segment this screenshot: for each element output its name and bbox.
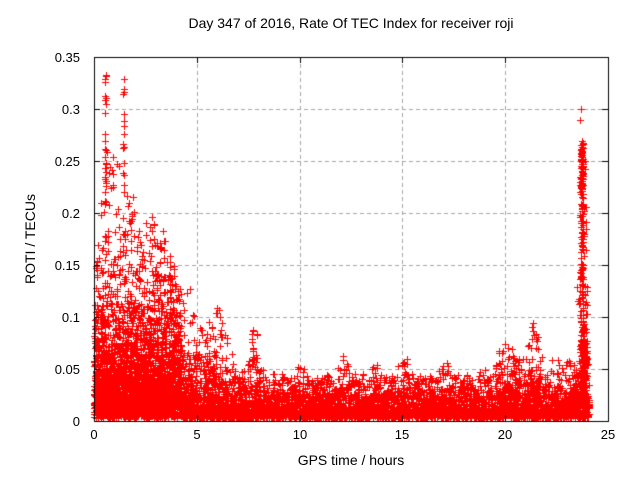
y-tick-label: 0.25 <box>54 154 80 169</box>
x-tick-label: 15 <box>394 427 410 442</box>
y-tick-label: 0.35 <box>54 50 80 65</box>
x-tick-label: 0 <box>90 427 98 442</box>
y-tick-label: 0 <box>72 414 80 429</box>
x-tick-label: 10 <box>292 427 308 442</box>
y-tick-label: 0.05 <box>54 362 80 377</box>
x-tick-label: 25 <box>600 427 616 442</box>
y-tick-label: 0.2 <box>61 206 80 221</box>
x-tick-label: 20 <box>497 427 513 442</box>
y-tick-label: 0.1 <box>61 310 80 325</box>
x-axis-label: GPS time / hours <box>297 452 405 468</box>
y-tick-label: 0.15 <box>54 258 80 273</box>
y-tick-label: 0.3 <box>61 102 80 117</box>
x-tick-label: 5 <box>193 427 201 442</box>
chart-title: Day 347 of 2016, Rate Of TEC Index for r… <box>188 15 514 31</box>
